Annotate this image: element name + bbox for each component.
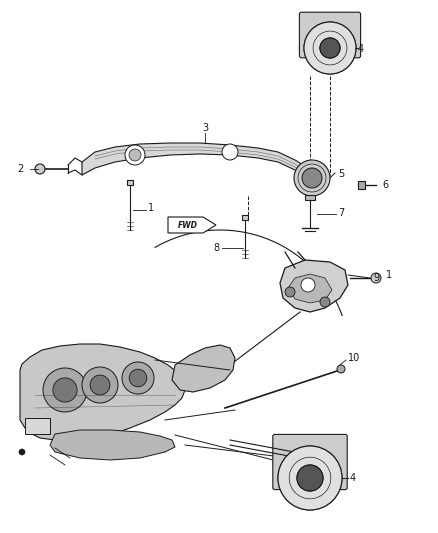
Text: 4: 4 xyxy=(350,473,356,483)
Circle shape xyxy=(320,38,340,58)
Text: 9: 9 xyxy=(373,273,379,283)
Circle shape xyxy=(129,149,141,161)
Circle shape xyxy=(53,378,77,402)
Circle shape xyxy=(19,449,25,455)
Text: 4: 4 xyxy=(358,44,364,54)
Circle shape xyxy=(285,287,295,297)
Bar xyxy=(127,180,133,185)
Circle shape xyxy=(125,145,145,165)
Text: 2: 2 xyxy=(18,164,24,174)
Text: 5: 5 xyxy=(338,169,344,179)
Circle shape xyxy=(302,168,322,188)
Circle shape xyxy=(294,160,330,196)
Circle shape xyxy=(297,465,323,491)
Text: 1: 1 xyxy=(386,270,392,280)
Circle shape xyxy=(82,367,118,403)
Polygon shape xyxy=(50,430,175,460)
FancyBboxPatch shape xyxy=(273,434,347,490)
FancyBboxPatch shape xyxy=(300,12,360,58)
Circle shape xyxy=(337,365,345,373)
Circle shape xyxy=(304,22,356,74)
Text: 8: 8 xyxy=(214,243,220,253)
Bar xyxy=(358,181,365,189)
Circle shape xyxy=(129,369,147,387)
Polygon shape xyxy=(82,143,320,186)
Text: 7: 7 xyxy=(338,208,344,218)
Text: 3: 3 xyxy=(202,123,208,133)
Polygon shape xyxy=(20,344,185,442)
Circle shape xyxy=(301,278,315,292)
Circle shape xyxy=(35,164,45,174)
Text: 1: 1 xyxy=(148,203,154,213)
Circle shape xyxy=(122,362,154,394)
Polygon shape xyxy=(172,345,235,392)
Text: FWD: FWD xyxy=(178,222,198,230)
Circle shape xyxy=(297,465,323,491)
Circle shape xyxy=(278,446,342,510)
Polygon shape xyxy=(280,260,348,312)
Bar xyxy=(242,215,248,220)
Circle shape xyxy=(222,144,238,160)
Circle shape xyxy=(320,38,340,58)
Bar xyxy=(25,418,50,434)
Circle shape xyxy=(43,368,87,412)
Circle shape xyxy=(371,273,381,283)
Circle shape xyxy=(90,375,110,395)
Bar xyxy=(305,195,315,200)
Circle shape xyxy=(320,297,330,307)
Text: 6: 6 xyxy=(382,180,388,190)
Text: 10: 10 xyxy=(348,353,360,363)
Polygon shape xyxy=(168,217,216,233)
Circle shape xyxy=(278,446,342,510)
Circle shape xyxy=(304,22,356,74)
Polygon shape xyxy=(288,274,332,303)
